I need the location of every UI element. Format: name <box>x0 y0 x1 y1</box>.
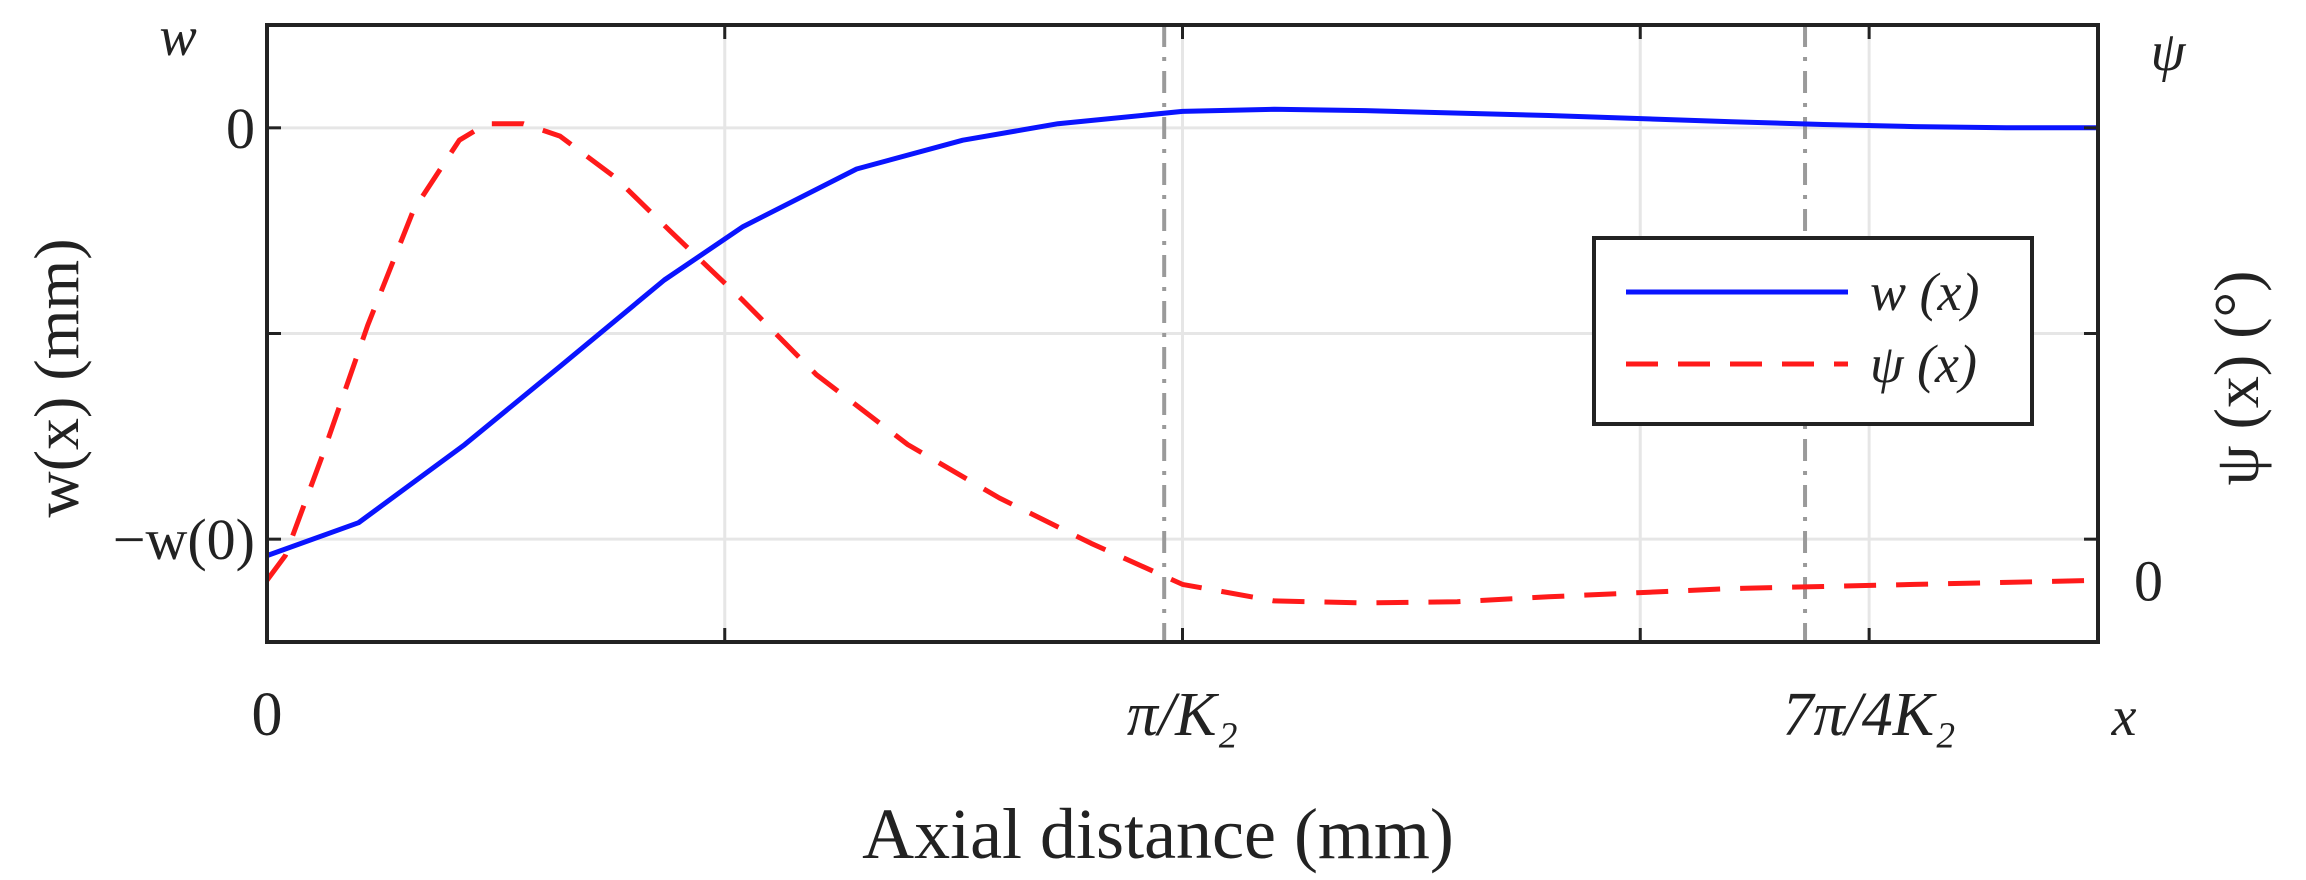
corner-label-right: ψ <box>2151 21 2187 83</box>
tick-labels: 0 π/K₂ 7π/4K₂ 0 −w(0) 0 <box>113 96 2163 749</box>
legend-label-w: w (x) <box>1870 262 1979 322</box>
series-group <box>264 106 2099 606</box>
series-line-w <box>266 106 2098 558</box>
y-axis-label-right: ψ (x) (°) <box>2201 271 2272 486</box>
y-tick-label-right: 0 <box>2134 548 2163 613</box>
legend-box <box>1592 236 2034 426</box>
x-end-label: x <box>2111 686 2137 748</box>
corner-label-left: w <box>159 6 196 68</box>
y-tick-label-left: −w(0) <box>113 507 255 572</box>
axis-ticks <box>265 25 2098 642</box>
x-tick-label: π/K₂ <box>1127 681 1238 749</box>
x-tick-label: 0 <box>252 681 283 749</box>
y-tick-label-left: 0 <box>226 96 255 161</box>
legend-label-psi: ψ (x) <box>1870 334 1977 394</box>
y-axis-label-left: w(x) (mm) <box>21 238 92 517</box>
x-axis-label: Axial distance (mm) <box>862 794 1454 874</box>
legend: w (x) ψ (x) <box>1592 236 2034 426</box>
x-tick-label: 7π/4K₂ <box>1783 681 1956 749</box>
series-line-psi <box>264 121 2099 606</box>
